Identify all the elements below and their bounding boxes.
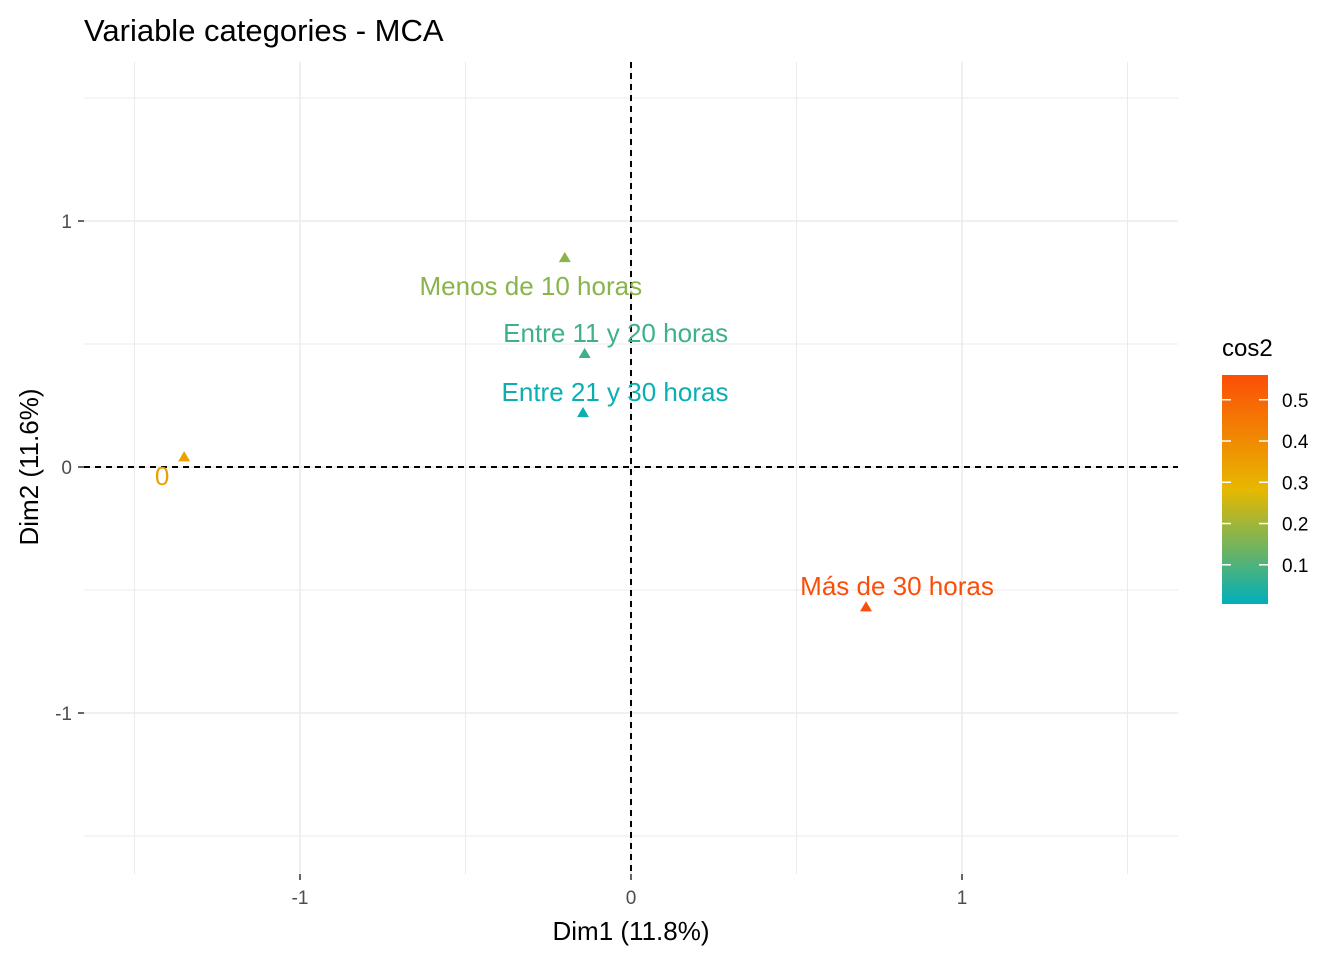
reference-lines xyxy=(84,62,1178,874)
point-marker xyxy=(178,451,191,462)
legend-tick-label: 0.2 xyxy=(1282,515,1308,536)
legend-title: cos2 xyxy=(1222,335,1273,362)
x-axis-title: Dim1 (11.8%) xyxy=(552,916,709,946)
y-tick-label: 1 xyxy=(61,212,72,233)
x-tick-label: 1 xyxy=(957,888,968,909)
legend-tick-label: 0.5 xyxy=(1282,391,1308,412)
legend-ticks: 0.1 0.2 0.3 0.4 0.5 xyxy=(1222,391,1309,577)
legend-tick-label: 0.4 xyxy=(1282,432,1309,453)
y-axis-ticks: -1 0 1 xyxy=(55,212,84,725)
x-tick-label: 0 xyxy=(626,888,637,909)
y-axis-title: Dim2 (11.6%) xyxy=(14,388,44,545)
point-label: Entre 11 y 20 horas xyxy=(503,318,728,348)
cos2-legend: cos2 0.1 0.2 0.3 0.4 0.5 xyxy=(1222,335,1309,604)
point-label: Menos de 10 horas xyxy=(420,271,643,301)
point-marker xyxy=(558,251,571,263)
legend-tick-label: 0.3 xyxy=(1282,473,1308,494)
x-tick-label: -1 xyxy=(292,888,309,909)
y-tick-label: 0 xyxy=(61,458,72,479)
point-label: Más de 30 horas xyxy=(800,571,994,601)
points-layer xyxy=(178,251,873,612)
point-label: 0 xyxy=(155,461,169,491)
point-labels-layer: 0 Menos de 10 horas Entre 11 y 20 horas Ent… xyxy=(155,271,994,601)
legend-colorbar xyxy=(1222,375,1268,604)
point-label: Entre 21 y 30 horas xyxy=(502,377,729,407)
chart-title: Variable categories - MCA xyxy=(84,13,444,48)
point-marker xyxy=(860,601,873,612)
point-marker xyxy=(577,406,590,418)
y-tick-label: -1 xyxy=(55,704,72,725)
point-marker xyxy=(578,347,591,359)
legend-tick-label: 0.1 xyxy=(1282,556,1308,577)
x-axis-ticks: -1 0 1 xyxy=(292,874,968,909)
